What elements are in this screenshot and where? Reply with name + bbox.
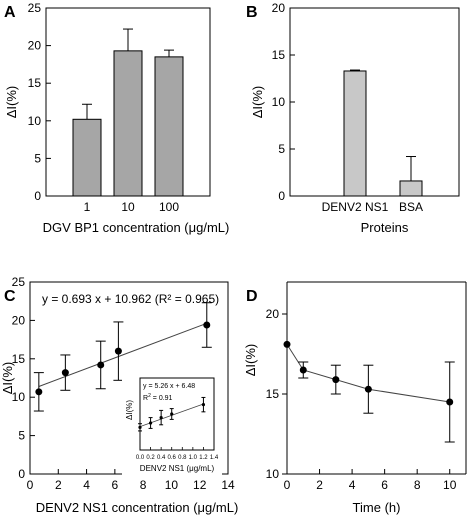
panel-c-inset-xtick-label: 0.4 <box>157 455 166 461</box>
panel-a-category-label: 1 <box>84 200 91 214</box>
panel-c-xtick-label: 6 <box>112 478 119 492</box>
panel-c-inset-equation: y = 5.26 x + 6.48 <box>143 383 195 390</box>
panel-d-point <box>446 398 454 406</box>
panel-b-ytick-label: 10 <box>272 95 286 109</box>
panel-d-ytick-label: 15 <box>266 387 280 401</box>
panel-c-xtick-label: 14 <box>221 478 235 492</box>
panel-c-point <box>114 347 122 355</box>
panel-d-ylabel: ΔI(%) <box>243 344 258 377</box>
panel-d-ytick-label: 20 <box>266 307 280 321</box>
panel-d-xtick-label: 2 <box>316 478 323 492</box>
panel-b-ytick-label: 15 <box>272 48 286 62</box>
panel-c-inset-xtick-label: 1.4 <box>210 455 219 461</box>
panel-d-point <box>283 340 291 348</box>
panel-d-xlabel: Time (h) <box>353 500 401 515</box>
panel-a-bar <box>154 56 184 197</box>
panel-c-inset-point <box>159 416 163 420</box>
panel-c-inset-r2: R2 = 0.91 <box>143 393 173 402</box>
panel-b-ytick-label: 20 <box>272 1 286 15</box>
panel-c-inset-point <box>138 425 142 429</box>
panel-c-inset-xtick-label: 1.2 <box>199 455 208 461</box>
panel-b-category-label: BSA <box>399 200 423 214</box>
panel-a-ytick-label: 10 <box>28 114 42 128</box>
panel-c-ytick-label: 15 <box>12 352 26 366</box>
panel-c-inset-background <box>122 366 222 478</box>
panel-c-xlabel: DENV2 NS1 concentration (μg/mL) <box>36 500 239 515</box>
panel-c-inset-xtick-label: 0.2 <box>146 455 155 461</box>
panel-c-xtick-label: 2 <box>55 478 62 492</box>
panel-a-ytick-label: 15 <box>28 76 42 90</box>
panel-c-inset-xtick-label: 1.0 <box>189 455 198 461</box>
panel-c-inset-r2-superscript: 2 <box>148 393 151 399</box>
panel-c-xtick-label: 0 <box>27 478 34 492</box>
panel-c-fit-line <box>38 322 207 387</box>
panel-b-frame <box>289 7 460 197</box>
panel-b-bar <box>399 180 423 197</box>
panel-c-point <box>97 361 105 369</box>
panel-d-ytick-label: 10 <box>266 467 280 481</box>
panel-c-inset-point <box>170 412 174 416</box>
panel-d-point <box>364 385 372 393</box>
panel-b-bar <box>343 70 367 197</box>
panel-c-point <box>203 321 211 329</box>
panel-letter: D <box>246 288 258 305</box>
panel-c-xtick-label: 8 <box>140 478 147 492</box>
panel-c-inset-xtick-label: 0.6 <box>168 455 177 461</box>
panel-a-bar <box>113 50 143 197</box>
panel-c-inset-xtick-label: 0.8 <box>178 455 187 461</box>
panel-c-xtick-label: 10 <box>165 478 179 492</box>
panel-a-ytick-label: 5 <box>34 151 41 165</box>
panel-c-ytick-label: 0 <box>18 467 25 481</box>
panel-c-xtick-label: 12 <box>193 478 207 492</box>
panel-d-xtick-label: 8 <box>414 478 421 492</box>
panel-a-ytick-label: 25 <box>28 1 42 15</box>
panel-letter: A <box>4 4 16 21</box>
panel-c-fit-equation: y = 0.693 x + 10.962 (R² = 0.965) <box>42 292 219 306</box>
panel-a-xlabel: DGV BP1 concentration (μg/mL) <box>43 220 230 235</box>
panel-c-inset-xlabel: DENV2 NS1 (μg/mL) <box>140 464 215 473</box>
panel-c-inset-r2-symbol: R <box>143 395 148 402</box>
panel-d-xtick-label: 4 <box>349 478 356 492</box>
panel-a-ytick-label: 20 <box>28 39 42 53</box>
panel-c-inset-point <box>201 403 206 407</box>
panel-b-ylabel: ΔI(%) <box>250 86 265 119</box>
panel-c-ytick-label: 20 <box>12 313 26 327</box>
panel-c-inset-r2-value: = 0.91 <box>151 395 173 402</box>
panel-a-ytick-label: 0 <box>34 189 41 203</box>
panel-c-point <box>35 388 43 396</box>
panel-c-inset-point <box>148 421 153 425</box>
panel-a-category-label: 10 <box>121 200 135 214</box>
panel-a-ylabel: ΔI(%) <box>4 86 19 119</box>
panel-c-ytick-label: 10 <box>12 390 26 404</box>
panel-c-point <box>61 369 69 377</box>
panel-letter: C <box>4 288 16 305</box>
panel-d-xtick-label: 0 <box>284 478 291 492</box>
panel-d-xtick-label: 10 <box>443 478 457 492</box>
panel-c-inset-xtick-label: 0.0 <box>136 455 145 461</box>
panel-d-point <box>299 366 307 374</box>
panel-b-xlabel: Proteins <box>361 220 409 235</box>
panel-d-point <box>332 376 340 384</box>
panel-b-category-label: DENV2 NS1 <box>322 200 389 214</box>
panel-c-ytick-label: 5 <box>18 429 25 443</box>
panel-c-ylabel: ΔI(%) <box>0 362 15 395</box>
panel-a-category-label: 100 <box>159 200 179 214</box>
panel-c-xtick-label: 4 <box>83 478 90 492</box>
panel-d-xtick-label: 6 <box>381 478 388 492</box>
panel-b-ytick-label: 5 <box>278 142 285 156</box>
panel-b-ytick-label: 0 <box>278 189 285 203</box>
panel-c-inset-frame <box>139 377 215 451</box>
panel-a-bar <box>72 118 102 197</box>
panel-letter: B <box>246 4 258 21</box>
panel-c-ytick-label: 25 <box>12 275 26 289</box>
panel-c-inset-ylabel: ΔI(%) <box>125 400 134 420</box>
